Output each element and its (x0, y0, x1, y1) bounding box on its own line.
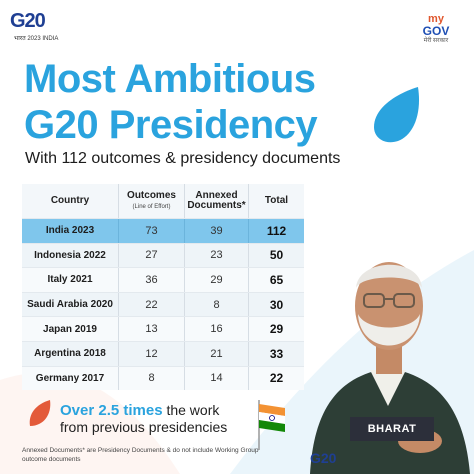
cell-total: 50 (248, 243, 304, 268)
cell-annexed: 16 (184, 317, 248, 341)
cell-outcomes: 13 (118, 317, 184, 341)
cell-country: Indonesia 2022 (34, 249, 106, 261)
g20-logo-subtext: भारत 2023 INDIA (14, 36, 59, 42)
cell-country: Italy 2021 (47, 274, 93, 286)
cell-outcomes: 22 (118, 292, 184, 317)
comparison-table: Country Outcomes (Line of Effort) Annexe… (22, 184, 304, 391)
g20-logo-text: G20 (10, 10, 46, 32)
cell-outcomes: 12 (118, 341, 184, 366)
cell-outcomes: 27 (118, 243, 184, 268)
cell-annexed: 21 (184, 341, 248, 366)
cell-outcomes: 8 (118, 366, 184, 391)
table-row: Japan 2019 13 16 29 (22, 316, 304, 341)
cell-annexed: 14 (184, 366, 248, 391)
cell-country: India 2023 (45, 225, 95, 237)
cell-outcomes: 36 (118, 268, 184, 292)
g20-bottom-logo: G20 (310, 450, 337, 466)
callout-highlight: Over 2.5 times (60, 402, 163, 419)
header-country: Country (50, 195, 90, 206)
cell-total: 29 (248, 317, 304, 341)
table-row: Saudi Arabia 2020 22 8 30 (22, 291, 304, 317)
footnote: Annexed Documents* are Presidency Docume… (22, 447, 259, 463)
callout-text: Over 2.5 times the work from previous pr… (60, 402, 260, 436)
page-title: Most Ambitious G20 Presidency (24, 56, 384, 148)
table-body: India 2023 73 39 112 Indonesia 2022 27 2… (22, 218, 304, 391)
mygov-logo-my: my (428, 13, 444, 25)
cell-total: 112 (248, 219, 304, 243)
mygov-logo-sub: मेरी सरकार (423, 38, 449, 44)
cell-outcomes: 73 (118, 219, 184, 243)
cell-country: Argentina 2018 (34, 348, 106, 360)
table-row: Italy 2021 36 29 65 (22, 267, 304, 292)
cell-annexed: 39 (184, 219, 248, 243)
cell-annexed: 23 (184, 243, 248, 268)
table-row: Argentina 2018 12 21 33 (22, 340, 304, 366)
table-row: Indonesia 2022 27 23 50 (22, 242, 304, 268)
title-line-1: Most Ambitious (24, 57, 316, 101)
cell-total: 65 (248, 268, 304, 292)
header-annexed: Annexed Documents* (184, 184, 248, 218)
table-header: Country Outcomes (Line of Effort) Annexe… (22, 184, 304, 218)
subtitle: With 112 outcomes & presidency documents (25, 150, 341, 167)
mygov-logo-gov: GOV (422, 24, 450, 38)
cell-country: Germany 2017 (35, 372, 105, 384)
table-row: Germany 2017 8 14 22 (22, 365, 304, 391)
header-outcomes: Outcomes (Line of Effort) (118, 184, 184, 218)
cell-country: Saudi Arabia 2020 (27, 299, 113, 311)
cell-annexed: 8 (184, 292, 248, 317)
header-total: Total (248, 184, 304, 218)
blue-drop-icon (374, 87, 420, 143)
callout-rest-1: the work (162, 402, 220, 418)
india-flag-icon (258, 400, 285, 450)
cell-total: 22 (248, 366, 304, 391)
table-row: India 2023 73 39 112 (22, 218, 304, 243)
callout-rest-2: from previous presidencies (60, 419, 228, 435)
cell-annexed: 29 (184, 268, 248, 292)
cell-total: 30 (248, 292, 304, 317)
nameplate-bharat: BHARAT (350, 417, 434, 441)
cell-country: Japan 2019 (43, 323, 97, 335)
mygov-logo: my GOV मेरी सरकार (416, 14, 456, 45)
cell-total: 33 (248, 341, 304, 366)
g20-logo: G20 भारत 2023 INDIA (10, 10, 70, 50)
red-drop-icon (29, 400, 51, 426)
title-line-2: G20 Presidency (24, 103, 318, 147)
